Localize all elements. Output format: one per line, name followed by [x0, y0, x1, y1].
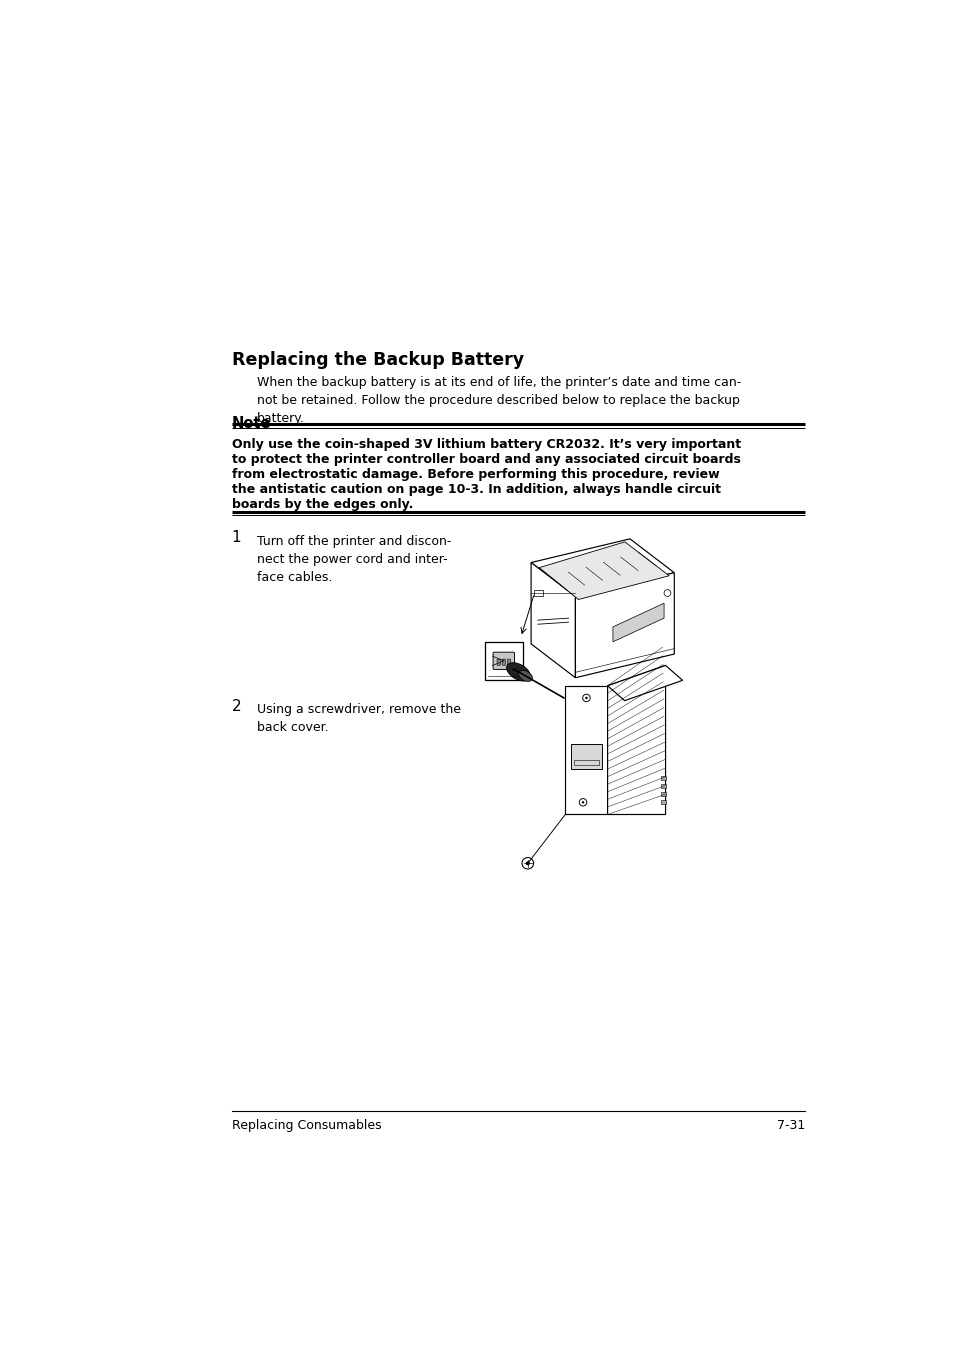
- FancyBboxPatch shape: [660, 776, 665, 780]
- FancyBboxPatch shape: [570, 744, 601, 769]
- Text: When the backup battery is at its end of life, the printer’s date and time can-
: When the backup battery is at its end of…: [257, 377, 740, 425]
- Ellipse shape: [506, 663, 530, 680]
- Circle shape: [584, 697, 587, 699]
- Polygon shape: [531, 563, 575, 678]
- Text: Replacing Consumables: Replacing Consumables: [232, 1119, 381, 1133]
- FancyBboxPatch shape: [660, 784, 665, 788]
- Text: the antistatic caution on page 10-3. In addition, always handle circuit: the antistatic caution on page 10-3. In …: [232, 483, 720, 495]
- Text: Only use the coin-shaped 3V lithium battery CR2032. It’s very important: Only use the coin-shaped 3V lithium batt…: [232, 437, 740, 451]
- Text: Note: Note: [232, 416, 271, 431]
- FancyBboxPatch shape: [660, 792, 665, 796]
- Polygon shape: [531, 539, 674, 597]
- Ellipse shape: [518, 671, 532, 682]
- FancyBboxPatch shape: [660, 801, 665, 805]
- Polygon shape: [575, 572, 674, 678]
- Polygon shape: [607, 666, 665, 814]
- Polygon shape: [612, 603, 663, 641]
- Text: from electrostatic damage. Before performing this procedure, review: from electrostatic damage. Before perfor…: [232, 467, 719, 481]
- FancyBboxPatch shape: [507, 659, 510, 666]
- FancyBboxPatch shape: [501, 659, 505, 666]
- Text: 7-31: 7-31: [776, 1119, 804, 1133]
- Text: Turn off the printer and discon-
nect the power cord and inter-
face cables.: Turn off the printer and discon- nect th…: [257, 535, 451, 583]
- Text: 1: 1: [232, 531, 241, 545]
- Text: Replacing the Backup Battery: Replacing the Backup Battery: [232, 351, 523, 369]
- Text: Using a screwdriver, remove the
back cover.: Using a screwdriver, remove the back cov…: [257, 703, 460, 734]
- Text: boards by the edges only.: boards by the edges only.: [232, 498, 413, 510]
- Polygon shape: [607, 666, 682, 701]
- Text: to protect the printer controller board and any associated circuit boards: to protect the printer controller board …: [232, 452, 740, 466]
- FancyBboxPatch shape: [497, 659, 499, 666]
- Polygon shape: [538, 541, 668, 599]
- FancyBboxPatch shape: [493, 652, 514, 670]
- Circle shape: [581, 801, 583, 803]
- FancyBboxPatch shape: [565, 686, 607, 814]
- Circle shape: [525, 861, 529, 865]
- Text: 2: 2: [232, 699, 241, 714]
- FancyBboxPatch shape: [484, 641, 522, 680]
